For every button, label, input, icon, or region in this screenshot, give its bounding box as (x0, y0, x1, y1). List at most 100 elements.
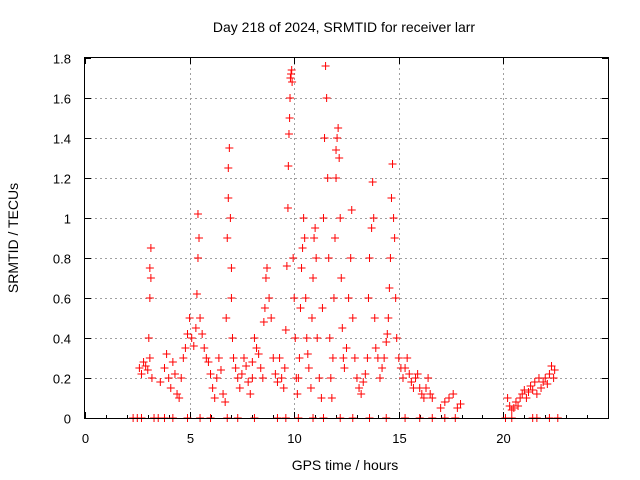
data-point (175, 394, 184, 402)
data-point (411, 374, 420, 382)
data-point (368, 178, 377, 186)
data-point (413, 370, 422, 378)
data-point (214, 354, 223, 362)
data-point (339, 354, 348, 362)
data-point (143, 366, 152, 374)
data-point (306, 384, 315, 392)
y-tick-label: 0.2 (53, 372, 71, 387)
data-point (299, 214, 308, 222)
data-point (293, 390, 302, 398)
data-point (524, 388, 533, 396)
data-point (228, 334, 237, 342)
data-point (388, 160, 397, 168)
data-point (311, 224, 320, 232)
data-point (216, 366, 225, 374)
data-point (324, 254, 333, 262)
data-point (227, 264, 236, 272)
data-point (296, 304, 305, 312)
data-point (347, 206, 356, 214)
data-point (147, 374, 156, 382)
data-point (312, 254, 321, 262)
data-point (263, 264, 272, 272)
data-point (532, 390, 541, 398)
data-point (336, 214, 345, 222)
x-axis-label: GPS time / hours (292, 457, 399, 473)
data-point (326, 374, 335, 382)
data-point (252, 344, 261, 352)
data-point (300, 234, 309, 242)
plot-frame (84, 57, 609, 419)
data-point (223, 234, 232, 242)
data-point (283, 204, 292, 212)
data-point (141, 362, 150, 370)
data-point (357, 390, 366, 398)
data-point (244, 378, 253, 386)
data-point (387, 194, 396, 202)
data-point (202, 354, 211, 362)
y-axis-label: SRMTID / TECUs (5, 183, 21, 293)
data-point (287, 70, 296, 78)
data-point (162, 350, 171, 358)
data-point (304, 364, 313, 372)
data-point (248, 358, 257, 366)
data-point (146, 244, 155, 252)
data-point (318, 304, 327, 312)
data-point (424, 374, 433, 382)
data-point (212, 374, 221, 382)
data-point (526, 382, 535, 390)
data-point (273, 378, 282, 386)
data-point (168, 358, 177, 366)
data-point (289, 254, 298, 262)
data-point (166, 384, 175, 392)
data-point (226, 214, 235, 222)
data-point (191, 324, 200, 332)
y-tick-label: 0.6 (53, 292, 71, 307)
data-point (407, 378, 416, 386)
data-point (369, 214, 378, 222)
data-point (286, 94, 295, 102)
data-point (303, 350, 312, 358)
data-point (193, 210, 202, 218)
x-tick-label: 5 (187, 431, 194, 446)
data-point (550, 366, 559, 374)
y-tick-label: 0.8 (53, 252, 71, 267)
data-point (384, 314, 393, 322)
data-point (242, 362, 251, 370)
data-point (549, 374, 558, 382)
data-point (382, 338, 391, 346)
y-tick-label: 1.8 (53, 52, 71, 67)
data-point (173, 390, 182, 398)
data-point (514, 402, 523, 410)
data-point (267, 314, 276, 322)
data-point (277, 374, 286, 382)
data-point (528, 386, 537, 394)
data-point (359, 378, 368, 386)
data-point (398, 374, 407, 382)
data-point (365, 254, 374, 262)
grid (85, 58, 608, 418)
data-point (317, 394, 326, 402)
data-point (145, 264, 154, 272)
data-point (221, 398, 230, 406)
data-point (280, 364, 289, 372)
data-point (313, 334, 322, 342)
chart-title: Day 218 of 2024, SRMTID for receiver lar… (213, 19, 476, 35)
data-point (239, 354, 248, 362)
data-point (237, 370, 246, 378)
data-point (436, 404, 445, 412)
data-point (332, 174, 341, 182)
data-point (250, 334, 259, 342)
data-point (383, 330, 392, 338)
data-point (394, 354, 403, 362)
data-point (233, 374, 242, 382)
data-point (227, 294, 236, 302)
data-point (346, 254, 355, 262)
data-point (261, 274, 270, 282)
data-point (160, 364, 169, 372)
data-point (144, 334, 153, 342)
data-point (392, 334, 401, 342)
data-point (192, 290, 201, 298)
data-point (164, 374, 173, 382)
